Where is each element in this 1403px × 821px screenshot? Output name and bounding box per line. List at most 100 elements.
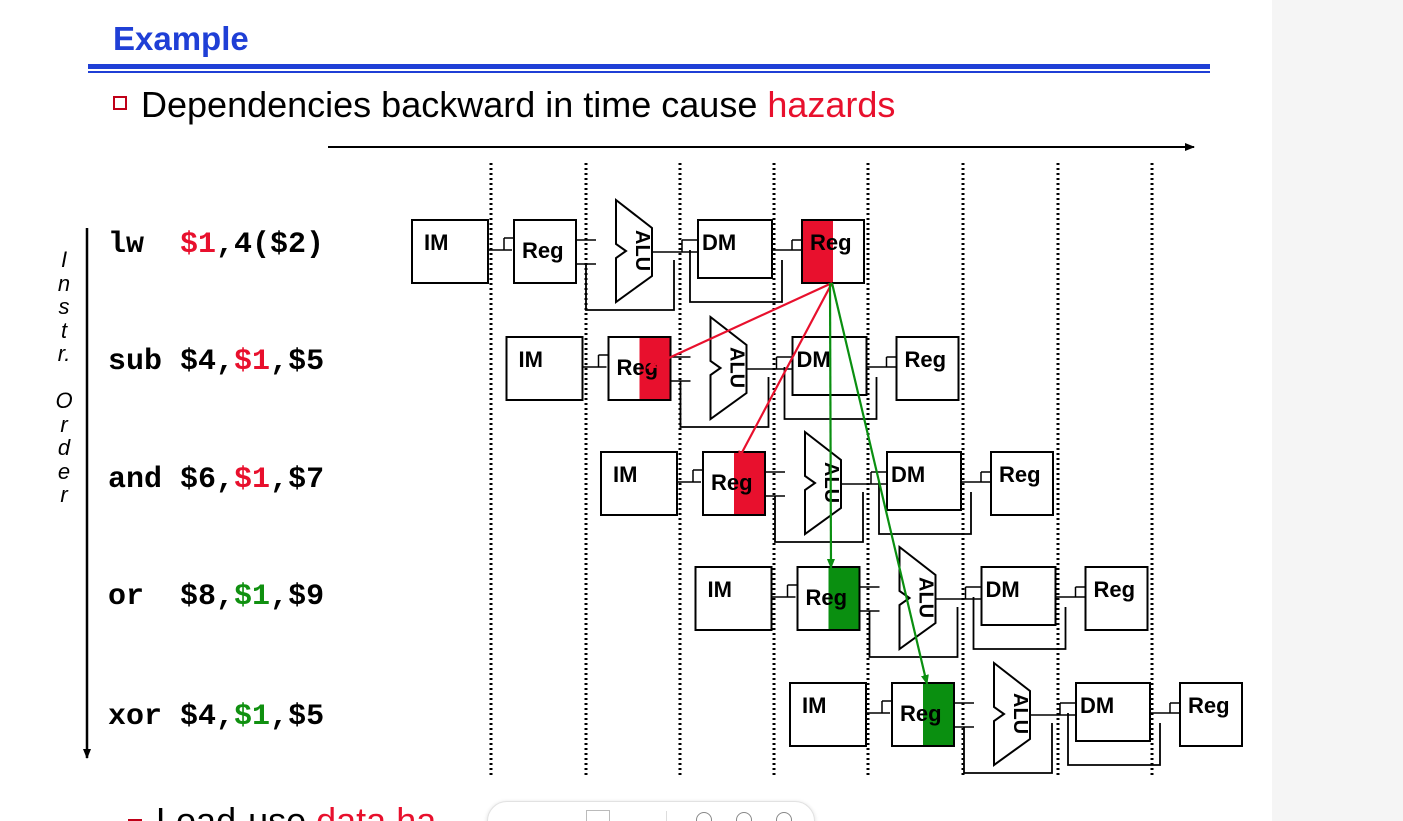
dependency-arrow-green	[826, 282, 835, 569]
reg-read-label: Reg	[711, 470, 753, 495]
reg-read-highlight	[828, 568, 859, 629]
reg-read-highlight	[734, 453, 764, 514]
bypass-wire	[963, 723, 1053, 774]
instr-reg: $1	[234, 345, 271, 379]
im-label: IM	[424, 230, 448, 255]
instr-op: or	[108, 580, 145, 614]
instr-operands: ,$9	[270, 580, 325, 614]
bypass-wire	[585, 260, 675, 311]
zoom-out-icon[interactable]	[696, 812, 712, 821]
reg-write-label: Reg	[810, 230, 852, 255]
im-box	[411, 219, 489, 284]
dependency-arrow-red	[646, 282, 833, 369]
reg-read-box	[513, 219, 577, 284]
reg-write-box	[990, 451, 1054, 516]
im-label: IM	[708, 577, 732, 602]
im-label: IM	[802, 693, 826, 718]
dm-box	[886, 451, 962, 511]
bypass-wire	[774, 492, 864, 543]
page-number-box[interactable]	[586, 810, 610, 821]
alu-shape	[615, 197, 653, 304]
dependency-arrow-red	[737, 282, 833, 461]
instruction-sub: sub $4,$1,$5	[108, 345, 324, 379]
instr-op: and	[108, 463, 163, 497]
dm-box	[1075, 682, 1151, 742]
instr-operands: ,$7	[270, 463, 325, 497]
instruction-or: or $8,$1,$9	[108, 580, 324, 614]
dependency-arrow-green	[830, 282, 929, 685]
im-label: IM	[613, 462, 637, 487]
axis-letter: d	[57, 435, 71, 460]
reg-read-highlight	[923, 684, 953, 745]
instr-op: sub	[108, 345, 163, 379]
dm-label: DM	[797, 347, 831, 372]
alu-shape	[709, 314, 748, 421]
bypass-wire	[868, 607, 959, 658]
instr-operands: ,4($2)	[216, 228, 325, 262]
dependency-arrows	[646, 282, 929, 685]
alu-shape	[993, 660, 1031, 767]
instr-operands: $4,	[180, 345, 235, 379]
dm-label: DM	[1080, 693, 1114, 718]
zoom-in-icon[interactable]	[736, 812, 752, 821]
instr-op: lw	[108, 228, 145, 262]
reg-read-label: Reg	[617, 355, 659, 380]
pipeline-row-0: IM Reg ALU DM Reg	[411, 197, 865, 311]
pipeline-stages: IMRegALUDMRegIMRegALUDMRegIMRegALUDMRegI…	[411, 197, 1243, 774]
dm-box	[980, 566, 1057, 626]
axis-letter: s	[58, 294, 70, 319]
instr-reg: $1	[180, 228, 217, 262]
im-box	[600, 451, 678, 516]
alu-shape	[804, 429, 842, 536]
instr-operands: ,$5	[270, 700, 325, 734]
rotate-icon[interactable]	[776, 812, 792, 821]
dm-bypass-wire	[1067, 713, 1161, 766]
instruction-lw: lw $1,4($2)	[108, 228, 324, 262]
axis-letter: n	[57, 270, 71, 296]
dm-label: DM	[986, 577, 1020, 602]
instr-operands: $6,	[180, 463, 235, 497]
reg-write-label: Reg	[905, 347, 947, 372]
title-rule-thin	[88, 71, 1210, 73]
dm-bypass-wire	[689, 250, 783, 303]
bullet-square-icon	[113, 96, 127, 111]
axis-letter: r	[60, 482, 68, 507]
pipeline-row-3: IM Reg ALU DM Reg	[694, 544, 1149, 658]
reg-write-label: Reg	[999, 462, 1041, 487]
instruction-xor: xor $4,$1,$5	[108, 700, 324, 734]
footer-prefix: Load-use	[156, 800, 317, 821]
instr-operands: ,$5	[270, 345, 325, 379]
alu-shape	[898, 544, 937, 651]
reg-write-highlight	[803, 221, 833, 282]
instr-reg: $1	[234, 463, 271, 497]
reg-read-label: Reg	[522, 238, 564, 263]
instr-operands: $8,	[180, 580, 235, 614]
axis-letter: e	[57, 458, 71, 484]
pipeline-row-4: IM Reg ALU DM Reg	[789, 660, 1243, 774]
instr-reg: $1	[234, 700, 271, 734]
im-label: IM	[519, 347, 543, 372]
axis-letter: t	[60, 317, 68, 343]
bullet-prefix: Dependencies backward in time cause	[141, 84, 768, 125]
dm-bypass-wire	[878, 482, 972, 535]
alu-label: ALU	[726, 347, 748, 388]
reg-read-label: Reg	[900, 701, 942, 726]
side-panel	[1272, 0, 1403, 821]
dm-bypass-wire	[972, 597, 1067, 650]
axis-letter: r	[60, 411, 68, 437]
slide-title: Example	[113, 20, 249, 57]
title-rule-thick	[88, 64, 1210, 69]
dm-box	[697, 219, 773, 279]
reg-write-label: Reg	[1094, 577, 1136, 602]
footer-highlight: data ha	[316, 800, 437, 821]
reg-read-highlight	[639, 338, 670, 399]
im-box	[505, 336, 584, 401]
bullet-square-icon	[128, 819, 142, 821]
viewer-toolbar[interactable]	[487, 801, 815, 821]
footer-bullet: Load-use data ha	[128, 800, 436, 821]
dm-label: DM	[702, 230, 736, 255]
alu-label: ALU	[631, 230, 653, 271]
bullet-text: Dependencies backward in time cause haza…	[113, 84, 895, 126]
axis-letter: r.	[57, 341, 71, 366]
